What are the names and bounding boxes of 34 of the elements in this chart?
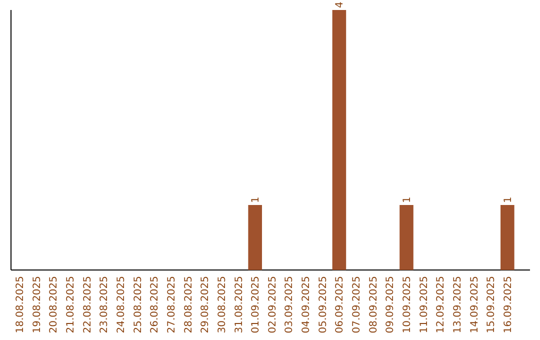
data-label: 4 [334,2,346,8]
x-tick-label: 26.08.2025 [150,276,161,334]
x-tick-label: 07.09.2025 [352,276,363,334]
x-tick-label: 14.09.2025 [469,276,480,334]
x-tick-label: 29.08.2025 [200,276,212,334]
x-tick-label: 11.09.2025 [418,276,430,334]
x-tick-label: 30.08.2025 [216,276,228,334]
x-tick-label: 02.09.2025 [267,276,278,334]
x-tick-label: 10.09.2025 [402,276,413,334]
x-tick-label: 15.09.2025 [486,276,498,334]
x-tick-label: 22.08.2025 [82,276,94,334]
x-tick-label: 21.08.2025 [66,276,77,334]
data-label: 1 [250,196,262,203]
x-tick-label: 09.09.2025 [385,276,396,334]
x-tick-label: 27.08.2025 [166,276,178,334]
x-tick-label: 08.09.2025 [368,276,380,334]
x-tick-label: 01.09.2025 [250,276,262,334]
x-tick-label: 23.08.2025 [99,276,110,334]
x-tick-label: 31.08.2025 [234,276,245,334]
x-tick-label: 04.09.2025 [301,276,312,334]
x-tick-label: 13.09.2025 [452,276,464,334]
x-tick-label: 03.09.2025 [284,276,296,334]
x-tick-label: 05.09.2025 [318,276,329,334]
data-label: 1 [402,196,413,203]
x-tick-label: 16.09.2025 [502,276,514,334]
x-tick-label: 12.09.2025 [436,276,447,334]
data-label: 1 [502,196,514,203]
x-tick-label: 20.08.2025 [48,276,60,334]
x-tick-label: 24.08.2025 [116,276,128,334]
x-tick-label: 28.08.2025 [183,276,194,334]
x-tick-label: 25.08.2025 [132,276,144,334]
x-tick-label: 06.09.2025 [334,276,346,334]
x-tick-label: 18.08.2025 [15,276,26,334]
x-tick-label: 19.08.2025 [32,276,43,334]
